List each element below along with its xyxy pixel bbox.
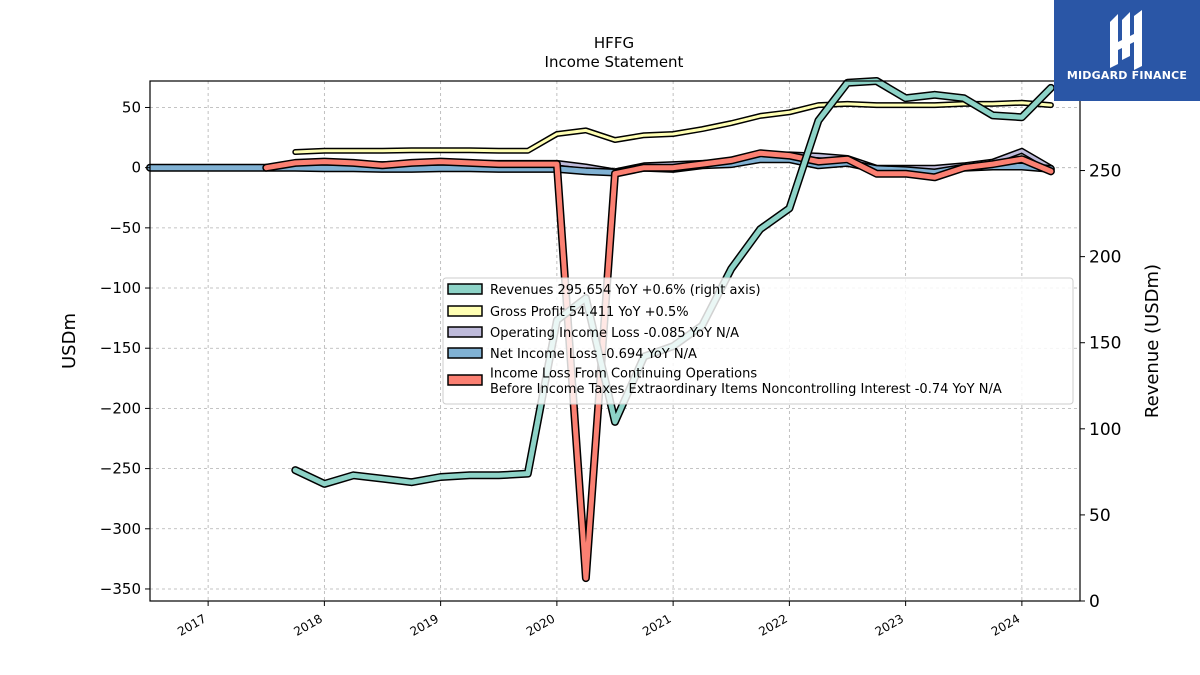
x-tick-label: 2023 — [873, 611, 906, 638]
y-tick-label: 50 — [122, 98, 141, 116]
y-axis-label: USDm — [59, 313, 80, 369]
y2-tick-label: 250 — [1089, 162, 1121, 182]
x-tick-label: 2017 — [175, 611, 208, 638]
legend-label-revenues: Revenues 295.654 YoY +0.6% (right axis) — [490, 283, 761, 298]
y-tick-label: 0 — [131, 159, 141, 177]
brand-name: MIDGARD FINANCE — [1066, 69, 1188, 82]
y2-tick-label: 100 — [1089, 420, 1121, 440]
y2-tick-label: 200 — [1089, 248, 1121, 268]
y-tick-label: −200 — [100, 399, 141, 417]
y2-axis-label: Revenue (USDm) — [1142, 264, 1163, 418]
legend-label-income-loss-continuing-ops: Before Income Taxes Extraordinary Items … — [490, 382, 1002, 397]
legend-swatch-net-income-loss — [447, 347, 483, 359]
y-tick-label: −100 — [100, 279, 141, 297]
y-tick-label: −250 — [100, 460, 141, 478]
x-tick-label: 2021 — [640, 611, 673, 638]
y2-tick-label: 0 — [1089, 592, 1100, 612]
y2-tick-label: 150 — [1089, 334, 1121, 354]
x-tick-label: 2024 — [989, 611, 1022, 638]
legend-swatch-revenues — [447, 283, 483, 295]
y2-tick-label: 50 — [1089, 506, 1111, 526]
series-outline-gross-profit — [292, 99, 1054, 155]
legend-box — [442, 277, 1074, 405]
x-tick-label: 2019 — [408, 611, 441, 638]
chart-subtitle: Income Statement — [545, 53, 684, 71]
brand-logo: MIDGARD FINANCE — [1054, 0, 1200, 101]
x-tick-label: 2022 — [756, 611, 789, 638]
legend-label-gross-profit: Gross Profit 54.411 YoY +0.5% — [490, 305, 689, 320]
y-tick-label: −350 — [100, 580, 141, 598]
y-tick-label: −50 — [109, 219, 141, 237]
legend-label-income-loss-continuing-ops: Income Loss From Continuing Operations — [490, 366, 757, 381]
legend-label-operating-income-loss: Operating Income Loss -0.085 YoY N/A — [490, 326, 739, 341]
series-line-income-loss-continuing-ops — [263, 150, 1054, 581]
legend-swatch-operating-income-loss — [447, 326, 483, 338]
legend-swatch-income-loss-continuing-ops — [447, 374, 483, 386]
series-layer — [146, 77, 1055, 583]
series-line-gross-profit — [293, 101, 1053, 154]
legend: Revenues 295.654 YoY +0.6% (right axis) G… — [442, 277, 1074, 405]
brand-logo-icon — [1110, 10, 1142, 70]
plot-frame — [149, 80, 1081, 602]
legend-swatch-gross-profit — [447, 305, 483, 317]
chart-title: HFFG — [594, 34, 634, 52]
legend-label-net-income-loss: Net Income Loss -0.694 YoY N/A — [490, 347, 697, 362]
y-tick-label: −150 — [100, 339, 141, 357]
y-tick-label: −300 — [100, 520, 141, 538]
x-tick-label: 2020 — [524, 611, 557, 638]
x-tick-label: 2018 — [291, 611, 324, 638]
